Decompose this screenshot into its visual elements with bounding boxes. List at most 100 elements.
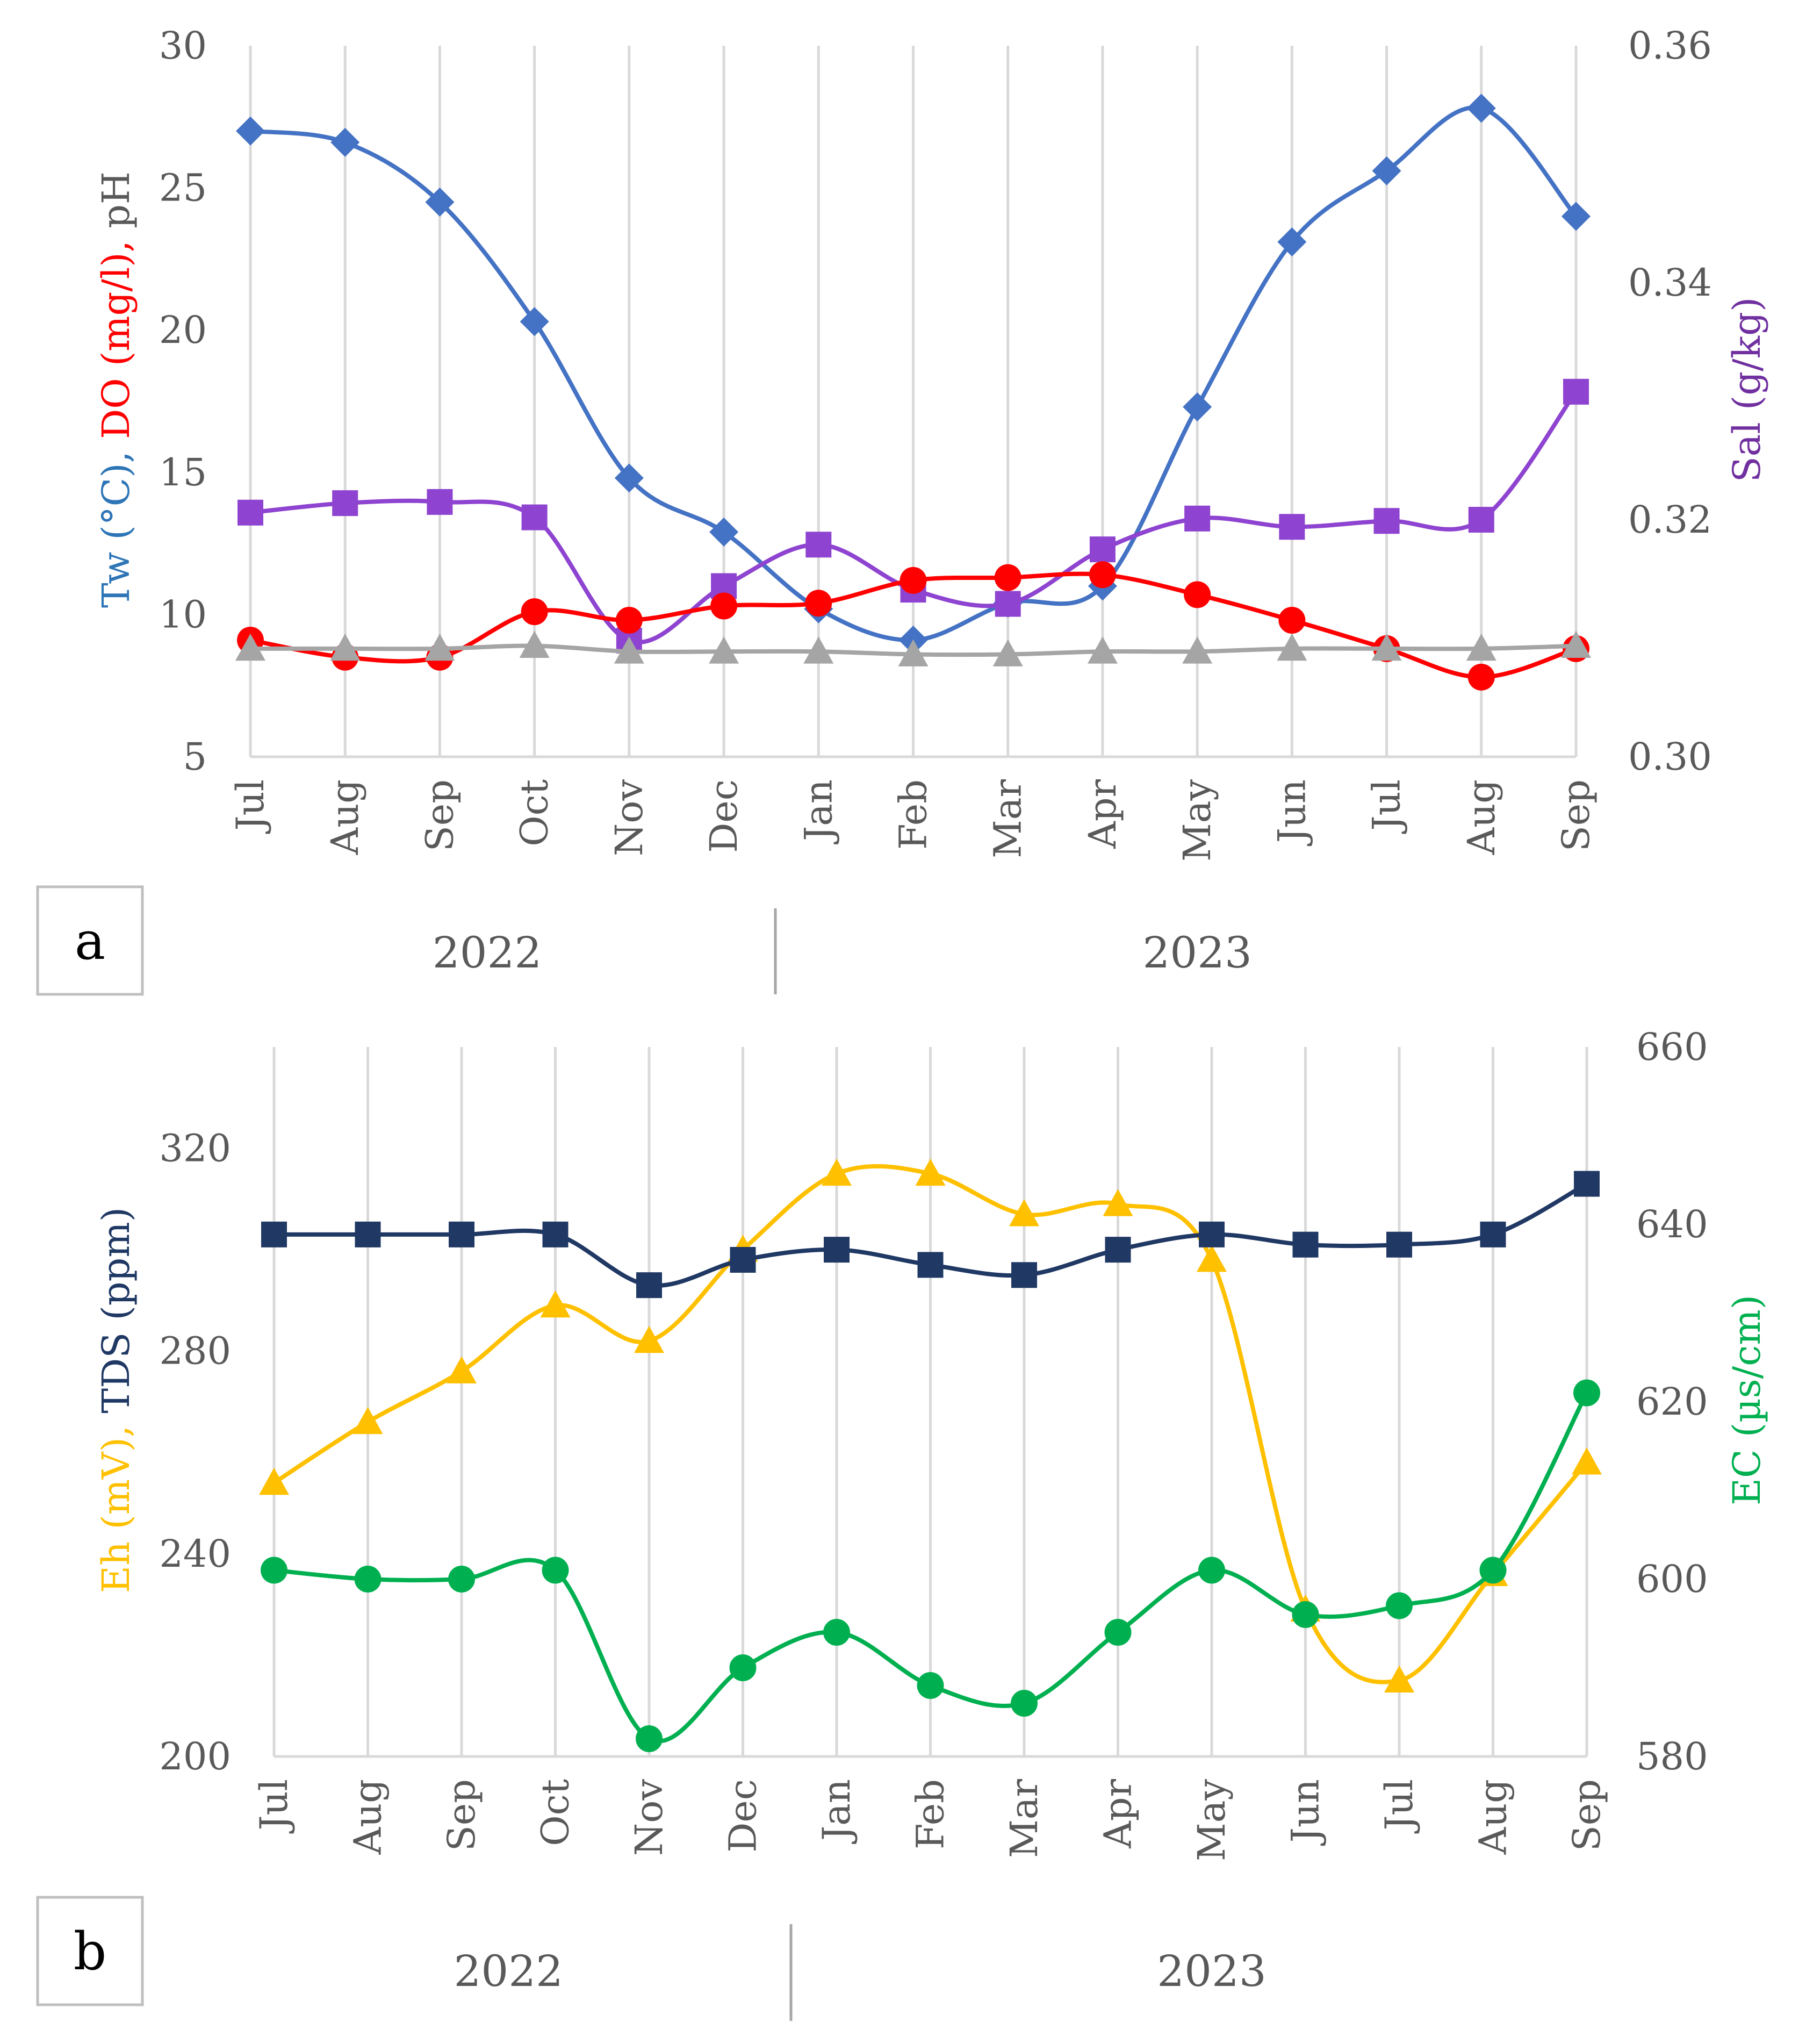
chart-panel-a: 5 10 15 20 25 30 0.30 0.32 0.34 0.36 Tw (°C), DO (… <box>36 24 1769 996</box>
data-point <box>259 1467 289 1495</box>
data-point <box>615 606 643 634</box>
data-point <box>1468 507 1494 533</box>
data-point <box>917 1252 944 1278</box>
data-point <box>261 1557 287 1584</box>
data-point <box>1563 378 1589 405</box>
data-point <box>1009 1199 1039 1227</box>
y-left-tick-label: 240 <box>159 1532 231 1576</box>
y-right-axis-label: EC (µs/cm) <box>1725 1295 1769 1505</box>
y-left-tick-label: 200 <box>159 1734 231 1778</box>
year-group-label: 2023 <box>1142 928 1252 978</box>
data-point <box>994 564 1021 591</box>
y-right-tick-label: 640 <box>1636 1202 1708 1246</box>
panel-label: b <box>74 1921 106 1982</box>
y-left-axis-label-part: Eh (mV), <box>94 1414 138 1593</box>
data-point <box>1104 1619 1132 1646</box>
x-tick-label: May <box>1175 779 1219 862</box>
data-point <box>354 1566 382 1593</box>
x-tick-label: Jul <box>228 779 272 834</box>
data-point <box>1573 1379 1600 1407</box>
y-left-tick-label: 20 <box>159 308 207 352</box>
data-point <box>709 636 739 664</box>
data-point <box>614 636 644 664</box>
data-point <box>1371 633 1402 661</box>
data-point <box>1574 1171 1600 1197</box>
data-point <box>1372 156 1401 185</box>
y-right-tick-label: 0.34 <box>1628 261 1712 305</box>
data-point <box>636 1272 662 1299</box>
x-tick-label: Jan <box>815 1779 859 1844</box>
gridlines <box>272 1047 1588 1756</box>
data-point <box>235 633 265 661</box>
data-point <box>992 639 1023 666</box>
y-right-tick-label: 620 <box>1636 1380 1708 1424</box>
x-tick-label: Aug <box>1471 1779 1515 1855</box>
data-point <box>449 1221 474 1247</box>
series-ec-s-cm <box>261 1379 1600 1752</box>
data-point <box>238 499 263 526</box>
data-point <box>1277 633 1307 661</box>
x-tick-label: Jul <box>1365 779 1409 834</box>
data-point <box>352 1407 383 1435</box>
x-tick-label: Feb <box>891 779 936 850</box>
x-tick-label: Feb <box>909 1779 953 1849</box>
y-left-tick-label: 5 <box>183 735 207 779</box>
data-point <box>427 489 453 515</box>
y-right-axis-label: Sal (g/kg) <box>1725 297 1769 483</box>
data-point <box>1089 561 1116 589</box>
data-point <box>1467 663 1495 691</box>
y-left-tick-label: 280 <box>159 1329 231 1373</box>
data-point <box>1197 1245 1227 1272</box>
panel-label-box <box>36 885 144 996</box>
series-tw-c <box>236 94 1591 655</box>
data-point <box>634 1325 664 1353</box>
data-point <box>1373 508 1400 534</box>
y-left-axis-label-part: pH <box>94 171 138 228</box>
y-left-tick-label: 30 <box>159 24 207 68</box>
data-point <box>519 630 550 658</box>
data-point <box>542 1221 569 1247</box>
data-point <box>1105 1237 1131 1263</box>
data-point <box>332 490 358 517</box>
y-left-tick-label: 25 <box>159 166 207 210</box>
data-point <box>447 1356 477 1383</box>
data-point <box>1087 636 1118 664</box>
x-tick-label: Jan <box>796 779 840 844</box>
x-tick-label: Aug <box>1459 779 1503 855</box>
data-point <box>355 1221 381 1247</box>
data-point <box>448 1566 475 1593</box>
x-tick-label: Sep <box>418 779 462 851</box>
x-tick-label: Nov <box>627 1779 671 1856</box>
series-line <box>272 1164 1589 1684</box>
y-right-tick-label: 0.30 <box>1628 735 1712 779</box>
data-point <box>1198 1557 1225 1584</box>
panel-label: a <box>75 911 105 971</box>
chart-panel-b: 200 240 280 320 580 600 620 640 660 Eh (mV), TDS … <box>36 1025 1769 2021</box>
data-point <box>1279 514 1305 540</box>
data-point <box>425 188 455 217</box>
data-point <box>424 633 455 661</box>
data-point <box>330 633 361 661</box>
data-point <box>803 636 834 664</box>
data-point <box>1386 1592 1413 1619</box>
data-point <box>805 590 832 617</box>
data-point <box>1386 1231 1412 1258</box>
data-point <box>1184 581 1211 608</box>
data-point <box>521 504 548 530</box>
x-tick-label: Sep <box>1554 779 1598 851</box>
data-point <box>521 598 548 626</box>
data-point <box>1562 202 1591 231</box>
y-left-axis-label-part: TDS (ppm) <box>94 1207 138 1414</box>
data-point <box>995 591 1021 617</box>
data-point <box>1479 1557 1507 1584</box>
series-tds-ppm <box>261 1171 1600 1299</box>
x-tick-label: Jun <box>1284 1779 1328 1846</box>
year-group-label: 2023 <box>1157 1946 1267 1996</box>
x-tick-label: Aug <box>346 1779 390 1855</box>
x-tick-label: Jul <box>1377 1779 1421 1834</box>
data-point <box>261 1221 287 1247</box>
data-point <box>822 1158 852 1186</box>
data-point <box>917 1672 944 1699</box>
data-point <box>1292 1231 1319 1258</box>
data-point <box>1183 392 1212 422</box>
